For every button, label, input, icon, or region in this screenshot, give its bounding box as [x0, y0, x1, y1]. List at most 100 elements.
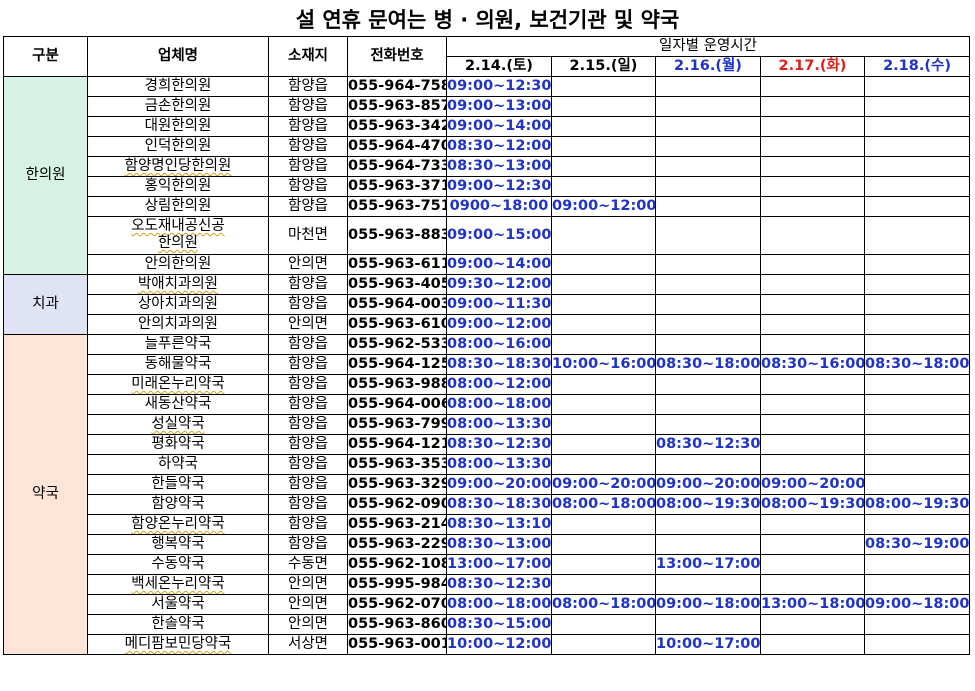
hours-day-1 — [551, 116, 656, 137]
table-row: 함양약국 함양읍055-962-090708:30~18:3008:00~18:0… — [4, 494, 971, 515]
hours-day-0: 08:30~12:30 — [446, 574, 552, 595]
facility-name-text: 함양명인당한의원 — [124, 158, 232, 174]
facility-name-text: 동해물약국 — [144, 356, 212, 372]
hours-day-3 — [760, 314, 865, 335]
hours-day-3 — [760, 176, 865, 197]
hours-day-3 — [760, 394, 865, 415]
hours-day-4 — [863, 96, 971, 117]
facility-phone: 055-963-6111 — [347, 254, 447, 275]
header-date-0: 2.14.(토) — [446, 56, 552, 77]
facility-phone: 055-963-4058 — [347, 274, 447, 295]
hours-day-2 — [655, 254, 761, 275]
hours-day-2 — [655, 334, 761, 355]
facility-name-text: 안의치과의원 — [137, 316, 219, 332]
header-date-3: 2.17.(화) — [760, 56, 865, 77]
table-row: 한들약국함양읍055-963-329809:00~20:0009:00~20:0… — [4, 474, 971, 495]
hours-day-1 — [551, 394, 656, 415]
facility-name: 한들약국 — [87, 474, 269, 495]
facility-name: 인덕한의원 — [87, 136, 269, 157]
hours-day-1 — [551, 334, 656, 355]
hours-day-3 — [760, 414, 865, 435]
facility-location: 수동면 — [268, 554, 348, 575]
facility-phone: 055-963-6108 — [347, 314, 447, 335]
hours-day-1 — [551, 274, 656, 295]
hours-day-4 — [863, 474, 971, 495]
facility-location: 함양읍 — [268, 76, 348, 97]
hours-day-2: 08:30~12:30 — [655, 434, 761, 455]
hours-day-2 — [655, 176, 761, 197]
header-name: 업체명 — [87, 36, 269, 77]
hours-day-4 — [863, 156, 971, 177]
hours-day-2: 08:00~19:30 — [655, 494, 761, 515]
hours-day-0: 09:00~12:00 — [446, 314, 552, 335]
hours-day-2: 10:00~17:00 — [655, 634, 761, 655]
hours-day-4 — [863, 176, 971, 197]
hours-day-2 — [655, 196, 761, 217]
hours-day-2 — [655, 96, 761, 117]
facility-phone: 055-963-8604 — [347, 614, 447, 635]
hours-day-3 — [760, 614, 865, 635]
facility-phone: 055-963-3298 — [347, 474, 447, 495]
hours-day-4: 08:30~18:00 — [863, 354, 971, 375]
hours-day-4 — [863, 334, 971, 355]
facility-location: 함양읍 — [268, 156, 348, 177]
hours-day-1 — [551, 614, 656, 635]
facility-name-text: 행복약국 — [151, 536, 205, 552]
header-daily-hours-text: 일자별 운영시간 — [659, 38, 757, 54]
facility-phone: 055-963-3535 — [347, 454, 447, 475]
hours-day-4: 09:00~18:00 — [863, 594, 971, 615]
hours-day-4 — [863, 394, 971, 415]
hours-day-0: 09:00~11:30 — [446, 294, 552, 315]
facility-name: 행복약국 — [87, 534, 269, 555]
facility-name: 함양약국 — [87, 494, 269, 515]
hours-day-2 — [655, 534, 761, 555]
hours-day-3 — [760, 274, 865, 295]
hours-day-0: 09:00~12:30 — [446, 176, 552, 197]
facility-location: 함양읍 — [268, 274, 348, 295]
facility-location: 함양읍 — [268, 334, 348, 355]
table-row: 평화약국함양읍055-964-121308:30~12:3008:30~12:3… — [4, 434, 971, 455]
hours-day-0: 08:00~12:00 — [446, 374, 552, 395]
facility-name-text: 새동산약국 — [144, 396, 212, 412]
facility-location: 안의면 — [268, 314, 348, 335]
hours-day-2: 09:00~20:00 — [655, 474, 761, 495]
hours-day-2: 09:00~18:00 — [655, 594, 761, 615]
hours-day-1 — [551, 434, 656, 455]
facility-name: 평화약국 — [87, 434, 269, 455]
facility-location: 함양읍 — [268, 374, 348, 395]
hours-day-3 — [760, 254, 865, 275]
hours-day-1 — [551, 176, 656, 197]
hours-day-4 — [863, 216, 971, 255]
facility-location: 함양읍 — [268, 354, 348, 375]
hours-day-0: 09:30~12:00 — [446, 274, 552, 295]
hours-day-0: 08:30~18:30 — [446, 354, 552, 375]
hours-day-3 — [760, 196, 865, 217]
facility-name-text: 늘푸른약국 — [144, 336, 212, 352]
hours-day-0: 0900~18:00 — [446, 196, 552, 217]
hours-day-1: 10:00~16:00 — [551, 354, 656, 375]
hours-day-1 — [551, 454, 656, 475]
hours-day-3 — [760, 96, 865, 117]
facility-name-text: 홍익한의원 — [144, 178, 212, 194]
category-pharmacy: 약국 — [3, 334, 88, 655]
hours-day-4 — [863, 314, 971, 335]
hours-day-1 — [551, 136, 656, 157]
facility-location: 함양읍 — [268, 534, 348, 555]
hours-day-0: 13:00~17:00 — [446, 554, 552, 575]
hours-day-2 — [655, 116, 761, 137]
facility-name-text: 하약국 — [157, 456, 199, 472]
facility-name: 하약국 — [87, 454, 269, 475]
facility-name-text: 함양온누리약국 — [131, 516, 225, 532]
facility-name: 안의치과의원 — [87, 314, 269, 335]
hours-day-4 — [863, 374, 971, 395]
facility-phone: 055-964-7337 — [347, 156, 447, 177]
facility-phone: 055-963-3424 — [347, 116, 447, 137]
facility-name: 상림한의원 — [87, 196, 269, 217]
hours-day-4 — [863, 254, 971, 275]
facility-name: 동해물약국 — [87, 354, 269, 375]
